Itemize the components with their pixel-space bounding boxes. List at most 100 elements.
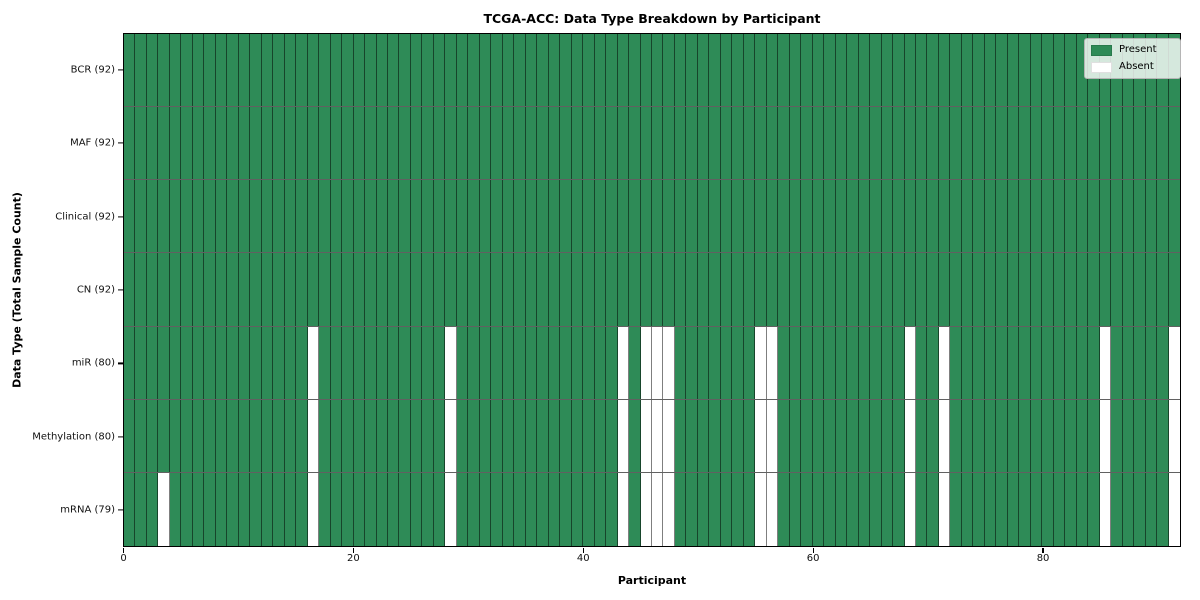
matrix-cell-present [893,34,905,107]
matrix-cell-present [376,107,388,180]
matrix-cell-present [158,253,170,326]
matrix-cell-present [1007,326,1020,399]
matrix-cell-present [491,34,503,107]
matrix-cell-present [606,326,618,399]
data-type-row [124,180,1180,254]
matrix-cell-absent [904,399,916,472]
matrix-cell-present [629,253,641,326]
matrix-cell-absent [938,472,951,546]
matrix-cell-present [778,107,790,180]
matrix-cell-present [1145,399,1158,472]
matrix-cell-present [824,326,836,399]
matrix-cell-present [766,107,779,180]
matrix-cell-present [169,326,182,399]
matrix-cell-present [847,326,859,399]
matrix-cell-present [353,34,366,107]
matrix-cell-present [950,472,962,546]
matrix-cell-present [525,253,538,326]
matrix-cell-present [1122,399,1135,472]
matrix-cell-present [1053,472,1066,546]
matrix-cell-present [652,253,664,326]
matrix-cell-present [169,253,182,326]
matrix-cell-present [548,326,561,399]
matrix-cell-present [571,34,584,107]
matrix-cell-present [594,399,607,472]
matrix-cell-present [181,472,193,546]
matrix-cell-present [410,253,423,326]
matrix-cell-present [1053,399,1066,472]
matrix-cell-present [215,326,228,399]
matrix-cell-present [468,34,480,107]
matrix-cell-present [697,107,710,180]
matrix-cell-absent [766,399,779,472]
matrix-cell-present [732,180,744,253]
matrix-cell-present [296,34,308,107]
matrix-cell-present [1019,399,1031,472]
matrix-cell-present [330,107,343,180]
matrix-cell-present [319,472,331,546]
matrix-cell-present [261,253,274,326]
matrix-cell-present [169,180,182,253]
matrix-cell-absent [652,326,664,399]
matrix-cell-present [663,180,675,253]
matrix-cell-present [227,34,239,107]
matrix-cell-absent [904,472,916,546]
matrix-cell-present [996,326,1008,399]
matrix-cell-present [789,34,802,107]
matrix-cell-present [227,180,239,253]
legend-label-absent: Absent [1119,61,1154,72]
matrix-cell-present [192,180,205,253]
matrix-cell-present [629,180,641,253]
matrix-cell-present [697,326,710,399]
matrix-cell-present [801,399,813,472]
matrix-cell-absent [1168,399,1180,472]
matrix-cell-present [743,253,756,326]
matrix-cell-present [502,253,515,326]
x-tick-mark [582,548,584,553]
matrix-cell-present [410,34,423,107]
matrix-cell-present [158,326,170,399]
matrix-cell-present [1145,253,1158,326]
matrix-cell-present [399,399,411,472]
matrix-cell-present [502,399,515,472]
matrix-cell-present [778,253,790,326]
matrix-cell-present [674,34,687,107]
matrix-cell-present [1168,180,1180,253]
matrix-cell-present [422,253,434,326]
matrix-cell-present [365,326,377,399]
matrix-cell-present [135,34,147,107]
matrix-cell-present [617,107,630,180]
matrix-cell-present [571,107,584,180]
matrix-cell-present [916,326,928,399]
matrix-cell-present [296,180,308,253]
matrix-cell-present [445,34,457,107]
matrix-cell-present [284,253,297,326]
matrix-cell-present [1007,472,1020,546]
matrix-cell-present [835,107,848,180]
matrix-cell-present [1030,326,1043,399]
matrix-cell-present [927,253,939,326]
matrix-cell-present [984,107,997,180]
matrix-cell-present [284,326,297,399]
matrix-cell-present [893,107,905,180]
matrix-cell-present [238,399,251,472]
matrix-cell-present [238,472,251,546]
matrix-cell-present [950,34,962,107]
matrix-cell-present [227,253,239,326]
matrix-cell-present [755,253,767,326]
matrix-cell-present [1007,107,1020,180]
matrix-cell-present [732,472,744,546]
matrix-cell-present [560,34,572,107]
matrix-cell-present [606,472,618,546]
matrix-cell-present [250,107,262,180]
matrix-cell-present [881,326,894,399]
matrix-cell-present [215,253,228,326]
matrix-cell-present [456,253,469,326]
matrix-cell-present [456,326,469,399]
matrix-cell-present [560,180,572,253]
matrix-cell-present [743,107,756,180]
matrix-cell-present [456,107,469,180]
matrix-cell-present [617,253,630,326]
matrix-cell-present [847,34,859,107]
matrix-cell-present [583,399,595,472]
